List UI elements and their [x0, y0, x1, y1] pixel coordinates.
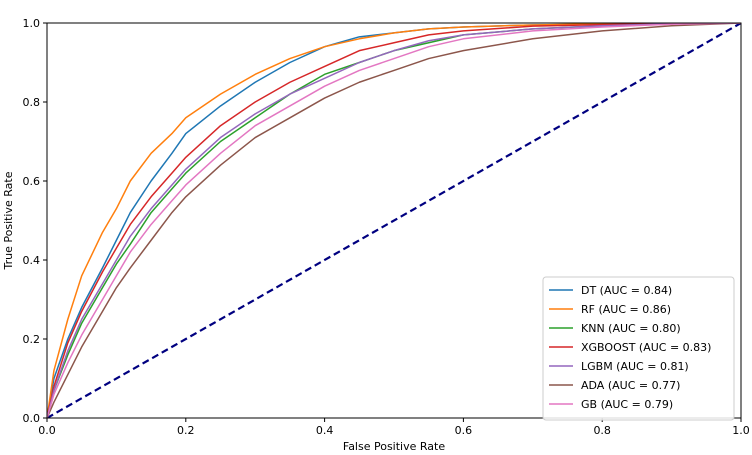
y-tick-label: 1.0	[23, 17, 41, 30]
x-tick-label: 0.0	[38, 424, 56, 437]
y-tick-label: 0.4	[23, 254, 41, 267]
legend-label-dt: DT (AUC = 0.84)	[581, 284, 672, 297]
legend-label-gb: GB (AUC = 0.79)	[581, 398, 673, 411]
x-axis: 0.0 0.2 0.4 0.6 0.8 1.0	[38, 418, 750, 437]
roc-line-gb	[47, 23, 741, 418]
legend-label-ada: ADA (AUC = 0.77)	[581, 379, 680, 392]
y-axis-label: True Positive Rate	[2, 171, 15, 270]
x-tick-label: 0.4	[316, 424, 334, 437]
roc-line-ada	[47, 23, 741, 418]
y-tick-label: 0.6	[23, 175, 41, 188]
x-tick-label: 0.2	[177, 424, 195, 437]
legend-label-knn: KNN (AUC = 0.80)	[581, 322, 681, 335]
y-tick-label: 0.2	[23, 333, 41, 346]
legend-label-xgboost: XGBOOST (AUC = 0.83)	[581, 341, 711, 354]
roc-line-lgbm	[47, 23, 741, 418]
legend: DT (AUC = 0.84) RF (AUC = 0.86) KNN (AUC =…	[542, 276, 735, 421]
y-axis: 0.0 0.2 0.4 0.6 0.8 1.0	[23, 17, 47, 425]
x-axis-label: False Positive Rate	[343, 440, 445, 453]
roc-line-xgboost	[47, 23, 741, 418]
x-tick-label: 0.6	[455, 424, 473, 437]
roc-line-rf	[47, 23, 741, 418]
x-tick-label: 0.8	[593, 424, 611, 437]
plot-area-frame	[46, 22, 742, 419]
y-tick-label: 0.0	[23, 412, 41, 425]
legend-box	[542, 276, 735, 421]
legend-label-lgbm: LGBM (AUC = 0.81)	[581, 360, 689, 373]
legend-label-rf: RF (AUC = 0.86)	[581, 303, 671, 316]
chance-baseline-line	[47, 23, 741, 418]
x-tick-label: 1.0	[732, 424, 750, 437]
y-tick-label: 0.8	[23, 96, 41, 109]
